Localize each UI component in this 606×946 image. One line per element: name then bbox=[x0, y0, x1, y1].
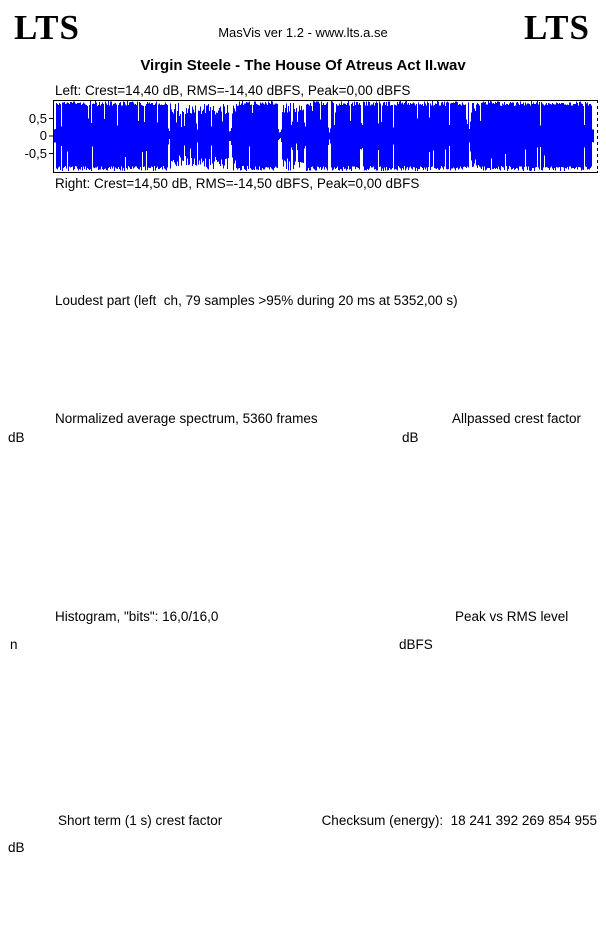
short-term-crest-title: Short term (1 s) crest factor bbox=[58, 813, 223, 828]
left-channel-stats-label: Left: Crest=14,40 dB, RMS=-14,40 dBFS, P… bbox=[55, 83, 411, 98]
spectrum-yunit-label: dB bbox=[8, 430, 25, 445]
waveform-ytick-label: 0,5 bbox=[28, 110, 47, 126]
short-term-yunit-label: dB bbox=[8, 840, 25, 855]
allpassed-yunit-label: dB bbox=[402, 430, 419, 445]
histogram-yunit-label: n bbox=[10, 637, 18, 652]
spectrum-title: Normalized average spectrum, 5360 frames bbox=[55, 411, 318, 426]
right-channel-stats-label: Right: Crest=14,50 dB, RMS=-14,50 dBFS, … bbox=[55, 176, 420, 191]
allpassed-title: Allpassed crest factor bbox=[452, 411, 582, 426]
lts-logo-right: LTS bbox=[524, 8, 590, 47]
lts-logo-left: LTS bbox=[14, 8, 80, 47]
app-version-text: MasVis ver 1.2 - www.lts.a.se bbox=[218, 25, 388, 40]
peak-vs-rms-yunit-label: dBFS bbox=[399, 637, 433, 652]
checksum-label: Checksum (energy): 18 241 392 269 854 95… bbox=[321, 813, 597, 828]
histogram-title: Histogram, "bits": 16,0/16,0 bbox=[55, 609, 219, 624]
track-title: Virgin Steele - The House Of Atreus Act … bbox=[140, 57, 466, 74]
waveform-ytick-label: -0,5 bbox=[24, 145, 47, 161]
peak-vs-rms-title: Peak vs RMS level bbox=[455, 609, 569, 624]
loudest-part-label: Loudest part (left ch, 79 samples >95% d… bbox=[55, 293, 458, 308]
waveform-ytick-label: 0 bbox=[39, 128, 47, 143]
